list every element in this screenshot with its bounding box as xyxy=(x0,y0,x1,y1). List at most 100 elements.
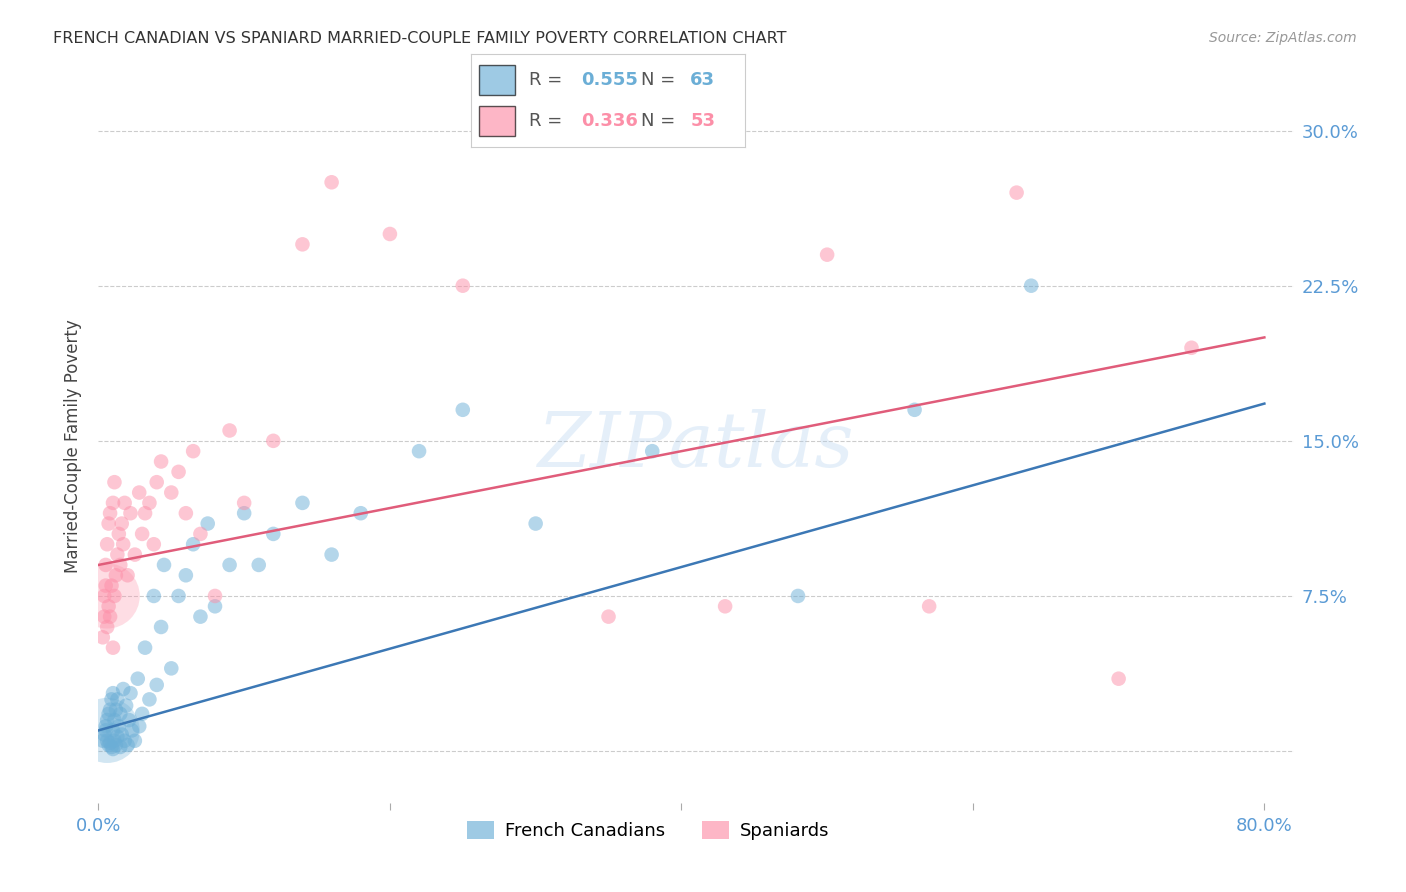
Text: N =: N = xyxy=(641,70,681,88)
Point xyxy=(167,465,190,479)
Point xyxy=(160,485,183,500)
Legend: French Canadians, Spaniards: French Canadians, Spaniards xyxy=(460,814,837,847)
Point xyxy=(197,516,219,531)
Point xyxy=(451,278,474,293)
Point xyxy=(174,568,197,582)
Y-axis label: Married-Couple Family Poverty: Married-Couple Family Poverty xyxy=(65,319,83,573)
Point xyxy=(134,640,156,655)
Point xyxy=(94,558,117,572)
Point xyxy=(97,706,120,721)
Point xyxy=(142,589,165,603)
Point xyxy=(117,738,139,752)
Point xyxy=(174,506,197,520)
Point xyxy=(103,713,125,727)
Point xyxy=(111,727,134,741)
Point xyxy=(97,738,120,752)
Point xyxy=(105,548,128,562)
Point xyxy=(262,527,284,541)
Point xyxy=(181,537,204,551)
Point xyxy=(150,620,173,634)
Point xyxy=(94,579,117,593)
Point xyxy=(91,733,114,747)
Text: ZIPatlas: ZIPatlas xyxy=(537,409,855,483)
Point xyxy=(181,444,204,458)
Point xyxy=(350,506,373,520)
Point xyxy=(94,723,117,738)
Point xyxy=(918,599,941,614)
Point xyxy=(96,589,118,603)
Point xyxy=(114,496,136,510)
Point xyxy=(134,506,156,520)
Point xyxy=(233,506,256,520)
Text: 63: 63 xyxy=(690,70,716,88)
Point xyxy=(101,640,124,655)
Point xyxy=(104,703,127,717)
Point xyxy=(408,444,430,458)
Point xyxy=(104,738,127,752)
Point xyxy=(111,516,134,531)
Point xyxy=(98,736,121,750)
Point xyxy=(815,248,838,262)
Point xyxy=(93,727,115,741)
Point xyxy=(114,733,136,747)
Point xyxy=(145,475,167,490)
Point xyxy=(321,175,343,189)
Point xyxy=(103,589,125,603)
Text: N =: N = xyxy=(641,112,681,130)
Point xyxy=(96,620,118,634)
Point xyxy=(110,739,132,754)
Point xyxy=(190,527,212,541)
Point xyxy=(598,609,620,624)
Point xyxy=(101,742,124,756)
Point xyxy=(97,599,120,614)
Point xyxy=(233,496,256,510)
Point xyxy=(96,733,118,747)
Point xyxy=(138,496,160,510)
Point xyxy=(378,227,401,241)
Point xyxy=(291,496,314,510)
Point xyxy=(121,723,143,738)
Text: 53: 53 xyxy=(690,112,716,130)
Point xyxy=(91,630,114,644)
Point xyxy=(160,661,183,675)
Point xyxy=(903,402,925,417)
Point xyxy=(524,516,547,531)
Point xyxy=(641,444,664,458)
Point xyxy=(103,733,125,747)
Point xyxy=(138,692,160,706)
Point xyxy=(128,485,150,500)
Point xyxy=(131,527,153,541)
Point xyxy=(142,537,165,551)
Point xyxy=(218,424,240,438)
Point xyxy=(262,434,284,448)
Point xyxy=(108,527,131,541)
Point xyxy=(321,548,343,562)
Point xyxy=(112,537,135,551)
Point xyxy=(127,672,149,686)
Point xyxy=(101,496,124,510)
Point xyxy=(98,609,121,624)
Point xyxy=(291,237,314,252)
Point xyxy=(104,568,127,582)
Point xyxy=(204,589,226,603)
Point xyxy=(787,589,810,603)
Point xyxy=(150,454,173,468)
Point xyxy=(101,686,124,700)
Point xyxy=(93,589,115,603)
Point xyxy=(145,678,167,692)
Point xyxy=(98,506,121,520)
Point xyxy=(120,686,142,700)
Text: Source: ZipAtlas.com: Source: ZipAtlas.com xyxy=(1209,31,1357,45)
Point xyxy=(131,706,153,721)
Point xyxy=(1005,186,1028,200)
Point xyxy=(110,558,132,572)
Point xyxy=(105,730,128,744)
Point xyxy=(100,692,122,706)
Point xyxy=(96,537,118,551)
Point xyxy=(103,475,125,490)
Point xyxy=(100,579,122,593)
Point xyxy=(124,733,146,747)
Point xyxy=(110,706,132,721)
Point xyxy=(96,713,118,727)
Point xyxy=(108,719,131,733)
